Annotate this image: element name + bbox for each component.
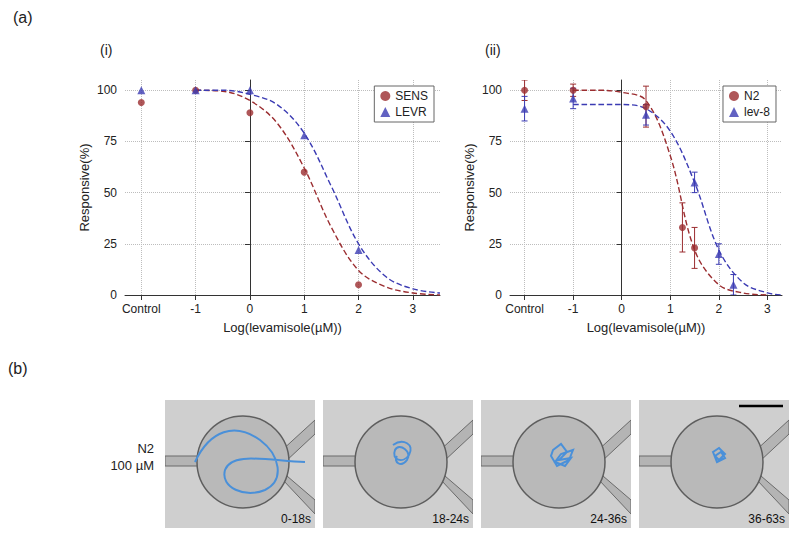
svg-text:0: 0 bbox=[247, 302, 254, 316]
svg-text:Log(levamisole(µM)): Log(levamisole(µM)) bbox=[587, 320, 706, 335]
svg-text:(i): (i) bbox=[100, 42, 112, 58]
svg-text:0: 0 bbox=[495, 288, 502, 302]
svg-text:25: 25 bbox=[489, 237, 503, 251]
svg-text:Control: Control bbox=[505, 302, 544, 316]
html-text:36-63s: 36-63s bbox=[748, 512, 785, 526]
svg-text:0: 0 bbox=[618, 302, 625, 316]
svg-text:-1: -1 bbox=[568, 302, 579, 316]
svg-text:2: 2 bbox=[716, 302, 723, 316]
html-text:(b): (b) bbox=[8, 360, 28, 377]
html-text:100 µM: 100 µM bbox=[110, 458, 154, 473]
svg-text:100: 100 bbox=[482, 83, 502, 97]
svg-text:LEVR: LEVR bbox=[395, 105, 427, 119]
svg-text:75: 75 bbox=[489, 134, 503, 148]
svg-text:50: 50 bbox=[489, 186, 503, 200]
html-text:N2: N2 bbox=[137, 441, 154, 456]
svg-text:1: 1 bbox=[301, 302, 308, 316]
svg-text:N2: N2 bbox=[744, 89, 760, 103]
svg-text:SENS: SENS bbox=[395, 89, 428, 103]
svg-text:100: 100 bbox=[97, 83, 117, 97]
svg-text:Responsive(%): Responsive(%) bbox=[462, 143, 477, 231]
svg-text:50: 50 bbox=[104, 186, 118, 200]
svg-text:25: 25 bbox=[104, 237, 118, 251]
svg-text:Responsive(%): Responsive(%) bbox=[77, 143, 92, 231]
svg-text:3: 3 bbox=[410, 302, 417, 316]
svg-text:3: 3 bbox=[764, 302, 771, 316]
svg-text:(a): (a) bbox=[13, 9, 33, 26]
svg-text:0: 0 bbox=[110, 288, 117, 302]
svg-text:-1: -1 bbox=[190, 302, 201, 316]
html-text:18-24s: 18-24s bbox=[432, 512, 469, 526]
svg-text:2: 2 bbox=[355, 302, 362, 316]
svg-text:75: 75 bbox=[104, 134, 118, 148]
svg-text:Control: Control bbox=[122, 302, 161, 316]
svg-text:lev-8: lev-8 bbox=[744, 105, 770, 119]
svg-text:Log(levamisole(µM)): Log(levamisole(µM)) bbox=[223, 320, 342, 335]
html-text:0-18s: 0-18s bbox=[281, 512, 311, 526]
svg-text:1: 1 bbox=[667, 302, 674, 316]
html-text:24-36s: 24-36s bbox=[590, 512, 627, 526]
svg-text:(ii): (ii) bbox=[485, 42, 501, 58]
